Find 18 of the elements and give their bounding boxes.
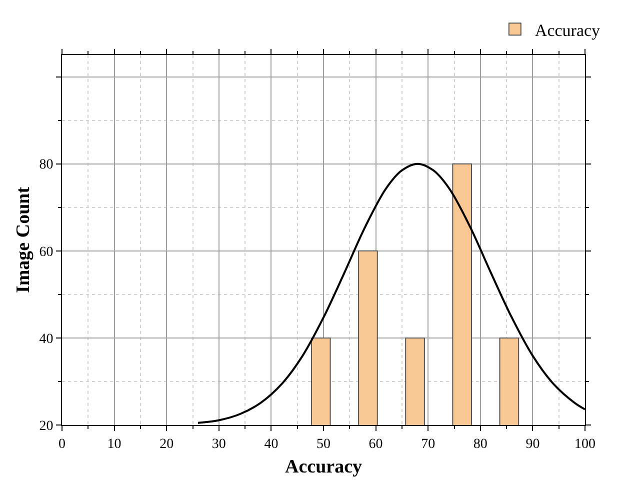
x-tick-label: 80	[473, 436, 488, 452]
x-tick-label: 50	[316, 436, 330, 452]
y-tick-label: 40	[39, 332, 54, 347]
y-axis-title: Image Count	[13, 186, 34, 294]
x-tick-label: 100	[574, 436, 596, 452]
y-tick-label: 20	[39, 418, 54, 434]
legend-label: Accuracy	[534, 20, 601, 40]
x-tick-label: 40	[264, 436, 278, 452]
x-tick-label: 90	[526, 436, 540, 452]
y-tick-label: 60	[39, 244, 54, 260]
x-tick-label: 60	[368, 436, 383, 452]
x-tick-label: 0	[58, 436, 66, 452]
x-tick-label: 30	[212, 436, 226, 452]
x-tick-label: 10	[107, 436, 122, 452]
y-tick-label: 80	[39, 158, 54, 173]
x-tick-label: 70	[421, 436, 436, 452]
x-tick-label: 20	[160, 436, 174, 452]
x-axis-title: Accuracy	[284, 456, 363, 478]
